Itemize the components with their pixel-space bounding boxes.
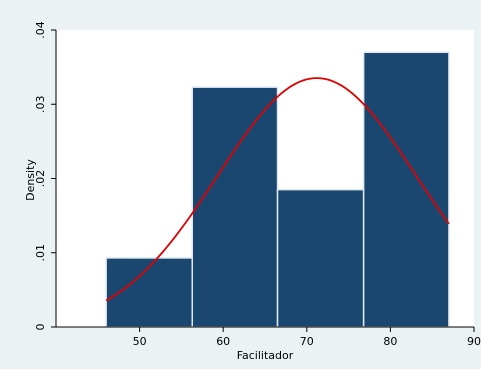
x-tick-label: 80: [383, 335, 397, 348]
x-tick-label: 70: [300, 335, 314, 348]
axes-group: 50 60 70 80 90 0 .01 .02 .03 .04: [34, 21, 481, 348]
histogram-bar-4: [362, 51, 450, 328]
y-axis-label: Density: [24, 159, 37, 201]
histogram-bar-3: [276, 188, 365, 328]
bars-group: [105, 51, 450, 328]
y-tick-label: .03: [34, 96, 47, 114]
y-tick-label: .04: [34, 21, 47, 39]
y-tick-label: .01: [34, 244, 47, 262]
x-tick-label: 50: [133, 335, 147, 348]
x-tick-label: 90: [467, 335, 481, 348]
x-tick-label: 60: [216, 335, 230, 348]
histogram-bar-2: [191, 86, 279, 328]
y-tick-label: .02: [34, 170, 47, 188]
y-tick-label: 0: [34, 324, 47, 331]
density-curve-group: [105, 77, 450, 302]
x-axis-label: Facilitador: [237, 349, 294, 362]
normal-density-curve: [105, 77, 450, 302]
